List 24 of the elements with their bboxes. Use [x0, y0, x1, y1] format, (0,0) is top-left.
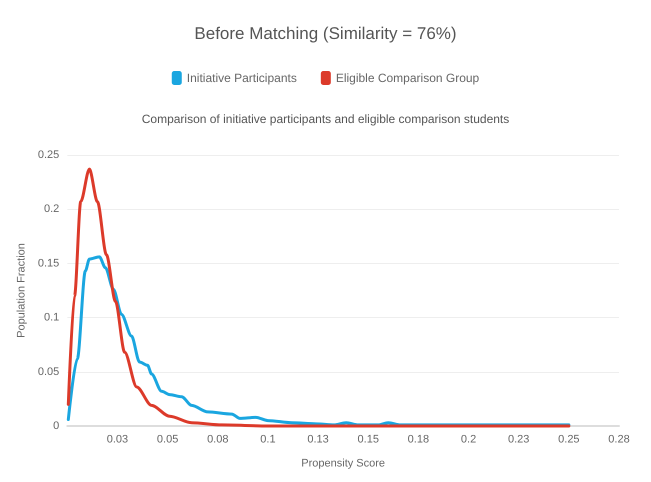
chart-subtitle: Comparison of initiative participants and eligible comparison students [142, 112, 510, 126]
x-tick-label: 0.15 [358, 434, 379, 446]
y-tick-label: 0.05 [38, 366, 60, 378]
x-tick-label: 0.2 [460, 434, 476, 446]
line-series [66, 168, 570, 428]
x-tick-label: 0.05 [156, 434, 178, 446]
x-tick-label: 0.03 [106, 434, 128, 446]
y-axis-title: Population Fraction [16, 243, 28, 338]
x-tick-label: 0.23 [508, 434, 530, 446]
x-axis-title: Propensity Score [301, 458, 386, 470]
x-tick-label: 0.13 [307, 434, 329, 446]
chart-title: Before Matching (Similarity = 76%) [194, 24, 457, 43]
x-tick-label: 0.1 [260, 434, 276, 446]
y-tick-label: 0.1 [44, 312, 60, 324]
y-tick-label: 0.2 [44, 203, 60, 216]
y-tick-label: 0.25 [38, 149, 60, 161]
y-tick-label: 0.15 [38, 257, 60, 270]
x-tick-label: 0.18 [408, 434, 430, 446]
legend-label: Eligible Comparison Group [336, 71, 480, 85]
x-tick-label: 0.28 [608, 434, 630, 446]
y-tick-label: 0 [53, 420, 60, 432]
x-tick-label: 0.08 [207, 434, 228, 446]
legend-label: Initiative Participants [186, 71, 297, 85]
x-tick-label: 0.25 [558, 434, 580, 446]
